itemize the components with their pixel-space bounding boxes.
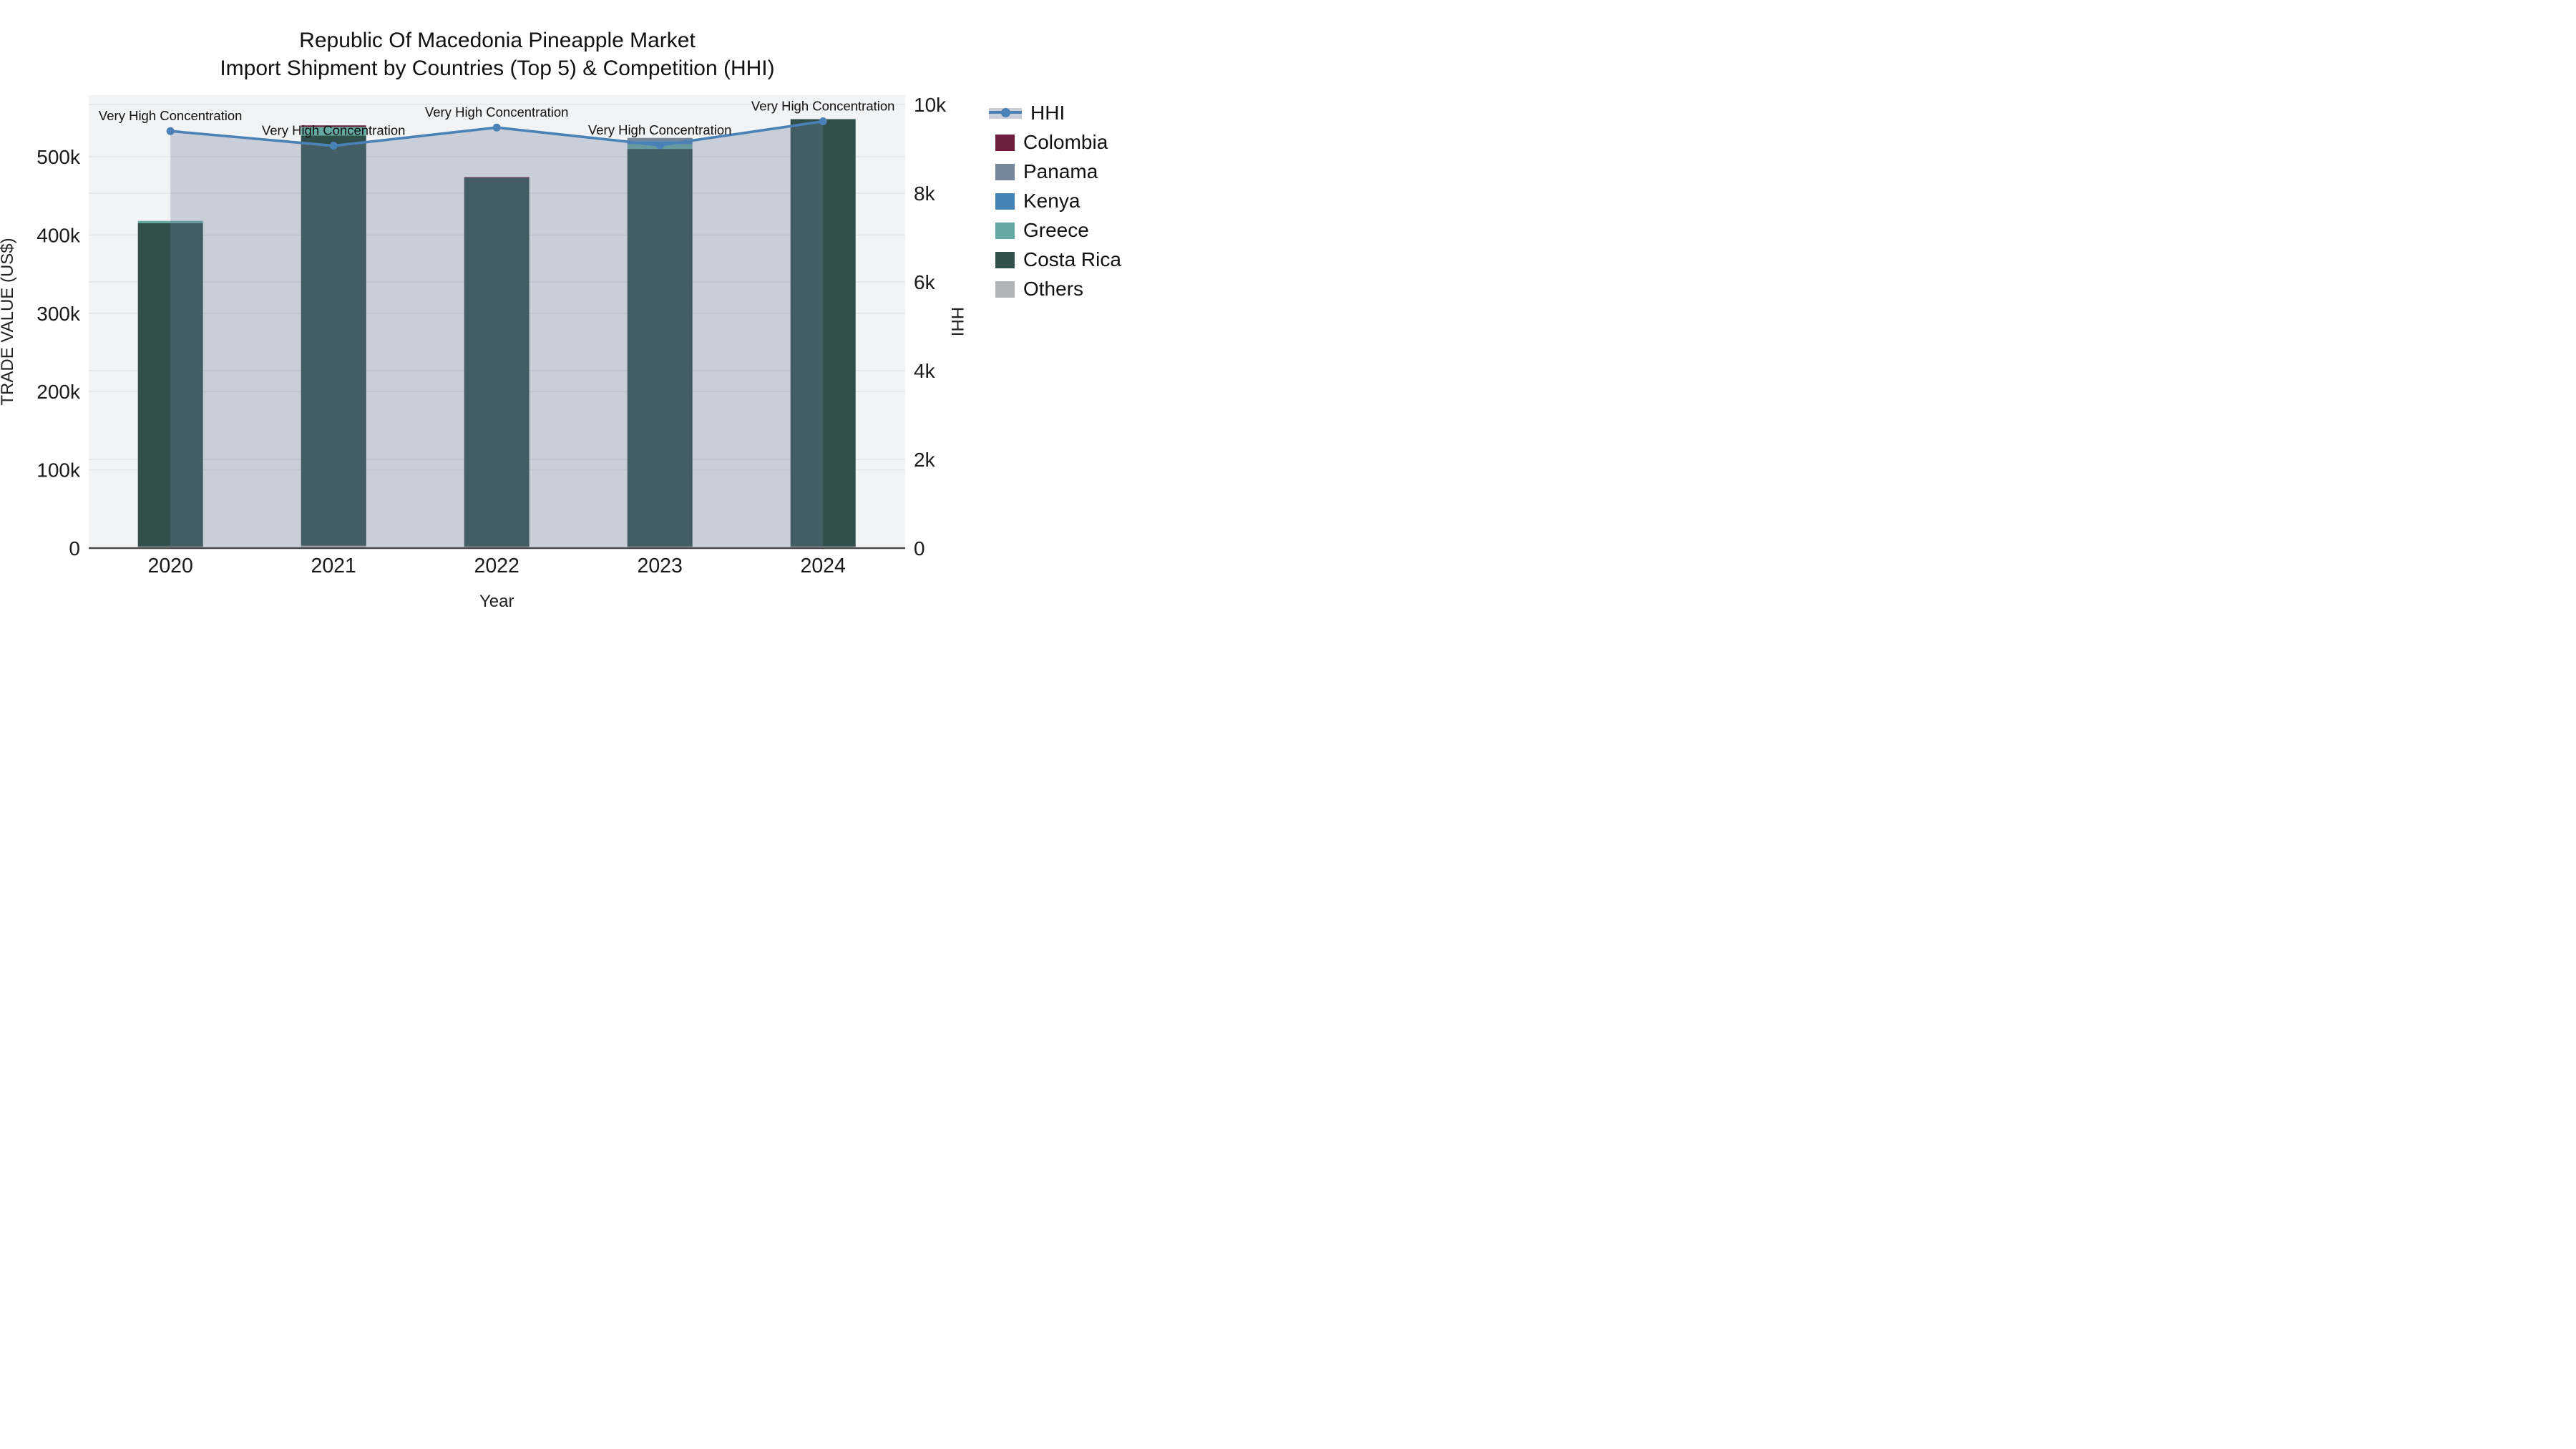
x-tick-label-2022: 2022 <box>474 555 519 577</box>
legend-label: Greece <box>1023 219 1089 241</box>
y-left-tick-label: 200k <box>36 381 81 403</box>
y-left-axis-title: TRADE VALUE (US$) <box>0 238 17 405</box>
y-right-tick-label: 4k <box>914 360 936 382</box>
y-left-tick-label: 100k <box>36 459 81 482</box>
bar-segment-greece-2021[interactable] <box>301 127 366 136</box>
legend-swatch-icon <box>995 134 1015 151</box>
hhi-marker-2022[interactable] <box>492 123 501 132</box>
legend-item-panama[interactable]: Panama <box>989 160 1121 183</box>
annotation-2022: Very High Concentration <box>425 104 569 119</box>
legend-swatch-icon <box>995 251 1015 268</box>
bar-segment-costa-rica-2022[interactable] <box>464 177 530 547</box>
annotation-2020: Very High Concentration <box>99 108 243 123</box>
x-tick-label-2021: 2021 <box>311 555 356 577</box>
legend-label: Colombia <box>1023 131 1108 153</box>
y-right-tick-label: 0 <box>914 537 925 560</box>
chart-legend: HHI Colombia Panama Kenya Greece Costa Rica Ot… <box>989 102 1121 301</box>
y-left-tick-label: 500k <box>36 146 81 168</box>
x-axis-title: Year <box>479 592 514 611</box>
chart-page: Republic Of Macedonia Pineapple Market I… <box>0 0 1145 644</box>
y-right-tick-label: 8k <box>914 182 936 205</box>
hhi-marker-2024[interactable] <box>819 117 827 126</box>
bar-segment-others-2021[interactable] <box>301 545 366 548</box>
chart-title-line1: Republic Of Macedonia Pineapple Market <box>299 29 696 52</box>
annotation-2021: Very High Concentration <box>262 123 406 138</box>
combo-chart: Very High Concentration Very High Concent… <box>0 94 967 611</box>
y-left-tick-label: 0 <box>69 537 80 560</box>
legend-label-hhi: HHI <box>1030 102 1065 124</box>
hhi-marker-2021[interactable] <box>329 142 338 150</box>
bar-segment-costa-rica-2023[interactable] <box>627 149 693 547</box>
legend-swatch-icon <box>995 280 1015 298</box>
bar-segment-greece-2020[interactable] <box>137 220 203 223</box>
bar-segment-colombia-2021[interactable] <box>301 125 366 127</box>
legend-item-others[interactable]: Others <box>989 278 1121 301</box>
x-tick-label-2024: 2024 <box>800 555 846 577</box>
hhi-line-icon <box>989 107 1022 119</box>
legend-swatch-icon <box>995 163 1015 180</box>
legend-item-costa-rica[interactable]: Costa Rica <box>989 248 1121 271</box>
hhi-area-fill <box>170 121 824 549</box>
legend-label: Others <box>1023 278 1084 300</box>
legend-item-colombia[interactable]: Colombia <box>989 131 1121 154</box>
chart-title-line2: Import Shipment by Countries (Top 5) & C… <box>220 57 775 80</box>
legend-label: Panama <box>1023 160 1098 182</box>
legend-item-greece[interactable]: Greece <box>989 219 1121 242</box>
x-tick-label-2020: 2020 <box>147 555 192 577</box>
chart-title: Republic Of Macedonia Pineapple Market I… <box>0 27 995 83</box>
y-right-axis-title: HHI <box>947 307 967 336</box>
bar-segment-panama-2023[interactable] <box>627 137 693 142</box>
bar-segment-costa-rica-2024[interactable] <box>790 119 856 547</box>
annotation-2024: Very High Concentration <box>751 99 895 114</box>
legend-label: Kenya <box>1023 190 1080 212</box>
legend-swatch-icon <box>995 192 1015 210</box>
y-left-tick-label: 300k <box>36 303 81 325</box>
y-right-tick-label: 10k <box>914 94 947 116</box>
y-right-tick-label: 2k <box>914 449 936 471</box>
legend-swatch-icon <box>995 222 1015 239</box>
legend-label: Costa Rica <box>1023 248 1121 270</box>
x-tick-label-2023: 2023 <box>637 555 682 577</box>
legend-item-kenya[interactable]: Kenya <box>989 190 1121 213</box>
hhi-marker-2020[interactable] <box>166 127 175 135</box>
bar-segment-costa-rica-2021[interactable] <box>301 135 366 546</box>
annotation-2023: Very High Concentration <box>588 122 732 137</box>
y-right-tick-label: 6k <box>914 271 936 293</box>
bar-segment-costa-rica-2020[interactable] <box>137 223 203 547</box>
legend-item-hhi[interactable]: HHI <box>989 102 1121 125</box>
y-left-tick-label: 400k <box>36 224 81 246</box>
hhi-marker-2023[interactable] <box>655 141 664 150</box>
